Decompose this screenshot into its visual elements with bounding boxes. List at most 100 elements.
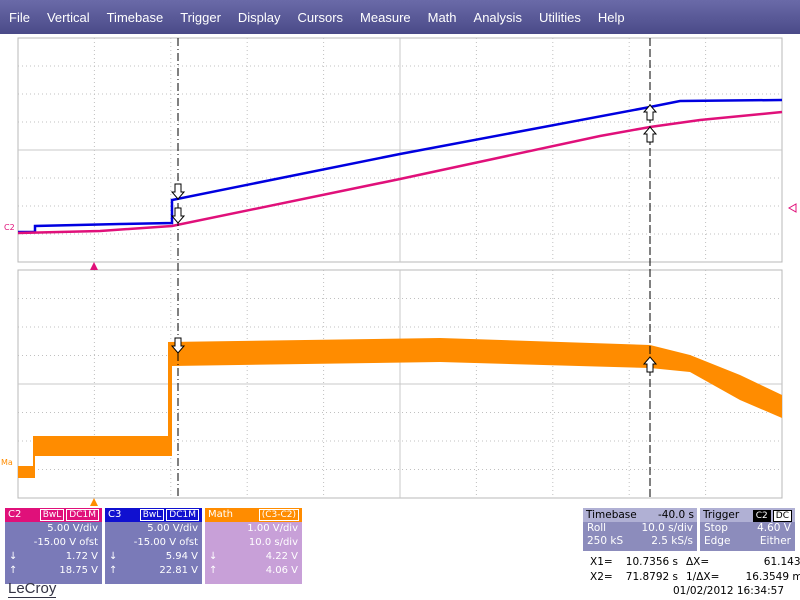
- grid-lines: [18, 38, 782, 498]
- timebase-row: Roll 10.0 s/div: [583, 522, 697, 535]
- cursor-marker: [642, 126, 658, 143]
- channel-text: ↓: [9, 551, 18, 562]
- c2-trace: [17, 110, 783, 235]
- channel-header: C3 BwL DC1M: [105, 508, 202, 522]
- trigger-text: Edge: [704, 535, 731, 547]
- menu-item[interactable]: Utilities: [538, 9, 581, 25]
- channel-text: 5.00 V/div: [147, 523, 198, 534]
- channel-tag: DC1M: [66, 509, 99, 521]
- channel-row: 1.00 V/div: [205, 522, 302, 536]
- cursor-text: 16.3549 mHz: [745, 571, 800, 583]
- channel-tag: (C3-C2): [258, 509, 299, 521]
- cursor-marker: [170, 337, 186, 354]
- math-position-marker: [90, 498, 98, 506]
- trigger-title: Trigger: [703, 509, 740, 521]
- timebase-value: -40.0 s: [658, 509, 694, 521]
- timebase-text: 2.5 kS/s: [651, 535, 693, 547]
- cursor-marker: [170, 207, 186, 224]
- trigger-level-marker: [787, 203, 797, 213]
- menu-item[interactable]: Timebase: [106, 9, 164, 25]
- menu-item[interactable]: Cursors: [297, 9, 344, 25]
- trigger-row: Edge Either: [700, 535, 795, 548]
- channel-name: C2: [8, 509, 22, 520]
- timebase-text: 10.0 s/div: [641, 522, 693, 534]
- channel-text: 22.81 V: [159, 565, 198, 576]
- menu-item[interactable]: Help: [597, 9, 625, 25]
- trace-label: C2: [4, 223, 15, 232]
- channel-tag: BwL: [139, 509, 165, 521]
- menu-bar: File Vertical Timebase Trigger Display Cursor…: [0, 0, 800, 34]
- channel-box[interactable]: C2 BwL DC1M 5.00 V/div -15.00 V ofst ↓ 1.72 V ↑…: [5, 508, 102, 584]
- channel-text: 10.0 s/div: [248, 537, 298, 548]
- channel-name: Math: [208, 509, 234, 520]
- cursor-marker: [642, 104, 658, 121]
- channel-row: 10.0 s/div: [205, 536, 302, 550]
- trigger-position-marker: [90, 262, 98, 270]
- channel-row: -15.00 V ofst: [5, 536, 102, 550]
- channel-row: 5.00 V/div: [105, 522, 202, 536]
- cursor-marker: [642, 356, 658, 373]
- trigger-row: Stop 4.60 V: [700, 522, 795, 535]
- channel-text: 18.75 V: [59, 565, 98, 576]
- menu-item[interactable]: Measure: [360, 9, 411, 25]
- timebase-rows: Roll 10.0 s/div 250 kS 2.5 kS/s: [583, 522, 697, 548]
- timebase-text: Roll: [587, 522, 607, 534]
- timebase-text: 250 kS: [587, 535, 624, 547]
- channel-box[interactable]: C3 BwL DC1M 5.00 V/div -15.00 V ofst ↓ 5.94 V ↑…: [105, 508, 202, 584]
- channel-text: 1.72 V: [65, 551, 98, 562]
- channel-text: 5.94 V: [165, 551, 198, 562]
- trigger-text: Stop: [704, 522, 728, 534]
- channel-text: ↑: [9, 565, 18, 576]
- trigger-text: Either: [759, 535, 791, 547]
- cursor-text: X2=: [590, 571, 613, 583]
- channel-text: 4.06 V: [265, 565, 298, 576]
- menu-item[interactable]: File: [9, 9, 30, 25]
- channel-name: C3: [108, 509, 122, 520]
- cursor-text: 61.1436 s: [763, 556, 800, 568]
- trigger-text: 4.60 V: [757, 522, 791, 534]
- cursor-text: 10.7356 s: [625, 556, 678, 568]
- channel-tag: BwL: [39, 509, 65, 521]
- channel-text: ↓: [209, 551, 218, 562]
- channel-row: ↑ 4.06 V: [205, 564, 302, 578]
- c3-trace: [18, 98, 783, 234]
- cursor-text: 71.8792 s: [625, 571, 678, 583]
- cursor-marker: [170, 183, 186, 200]
- trigger-tag: DC: [772, 510, 792, 522]
- menu-item[interactable]: Trigger: [180, 9, 221, 25]
- trigger-header: Trigger C2 DC: [700, 508, 795, 522]
- channel-text: 5.00 V/div: [47, 523, 98, 534]
- channel-text: -15.00 V ofst: [133, 537, 198, 548]
- channel-text: -15.00 V ofst: [33, 537, 98, 548]
- timebase-title: Timebase: [586, 509, 637, 521]
- channel-row: ↑ 22.81 V: [105, 564, 202, 578]
- timebase-row: 250 kS 2.5 kS/s: [583, 535, 697, 548]
- menu-item[interactable]: Vertical: [46, 9, 90, 25]
- menu-item[interactable]: Math: [427, 9, 457, 25]
- scope-display: C2 Ma: [1, 37, 797, 506]
- cursor-text: ΔX=: [686, 556, 710, 568]
- timebase-header: Timebase -40.0 s: [583, 508, 697, 522]
- menu-item[interactable]: Display: [237, 9, 281, 25]
- channel-row: -15.00 V ofst: [105, 536, 202, 550]
- channel-text: ↑: [109, 565, 118, 576]
- cursor-row: X2= 71.8792 s 1/ΔX= 16.3549 mHz: [590, 571, 800, 583]
- channel-text: ↓: [109, 551, 118, 562]
- channel-row: ↓ 4.22 V: [205, 550, 302, 564]
- math-trace: [18, 338, 782, 478]
- channel-box[interactable]: Math (C3-C2) 1.00 V/div 10.0 s/div ↓ 4.22 V ↑ 4…: [205, 508, 302, 584]
- channel-header: C2 BwL DC1M: [5, 508, 102, 522]
- menu-item[interactable]: Analysis: [473, 9, 522, 25]
- timebase-box[interactable]: Timebase -40.0 s Roll 10.0 s/div 250 kS 2.5 …: [583, 508, 697, 551]
- cursor-text: 1/ΔX=: [686, 571, 720, 583]
- trigger-rows: Stop 4.60 V Edge Either: [700, 522, 795, 548]
- trigger-tags: C2 DC: [751, 508, 792, 522]
- cursor-markers: [170, 104, 658, 373]
- trace-label: Ma: [1, 458, 13, 467]
- trigger-box[interactable]: Trigger C2 DC Stop 4.60 V Edge Either: [700, 508, 795, 551]
- channel-row: ↓ 1.72 V: [5, 550, 102, 564]
- channel-header: Math (C3-C2): [205, 508, 302, 522]
- channel-row: 5.00 V/div: [5, 522, 102, 536]
